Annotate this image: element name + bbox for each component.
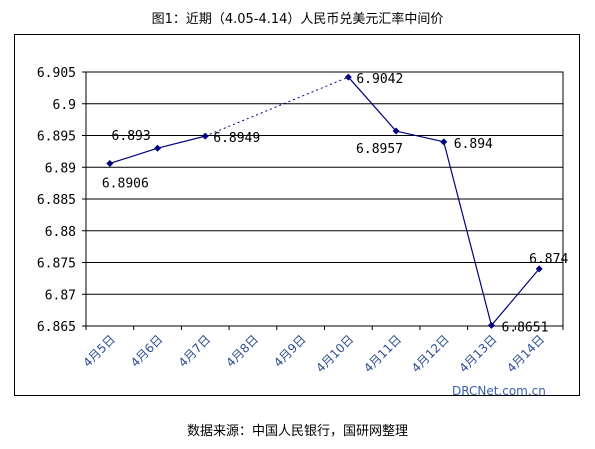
y-tick-label: 6.9 (53, 98, 76, 113)
data-point (392, 127, 400, 135)
data-label: 6.8651 (501, 320, 548, 335)
x-tick-label: 4月7日 (176, 332, 214, 370)
series-segment (347, 76, 397, 132)
x-tick-label: 4月13日 (457, 332, 500, 375)
data-label: 6.8949 (213, 131, 260, 146)
y-tick-label: 6.875 (37, 257, 76, 272)
x-tick-label: 4月11日 (361, 332, 404, 375)
x-tick-label: 4月6日 (128, 332, 166, 370)
y-tick-label: 6.89 (45, 161, 76, 176)
data-point (487, 321, 495, 329)
data-label: 6.874 (529, 252, 568, 267)
data-point (106, 159, 114, 167)
data-point (201, 132, 209, 140)
chart-title: 图1：近期（4.05-4.14）人民币兑美元汇率中间价 (151, 12, 444, 27)
y-tick-label: 6.87 (45, 288, 76, 303)
x-tick-label: 4月10日 (313, 332, 356, 375)
data-point (344, 73, 352, 81)
series-segment (490, 268, 540, 326)
series-segment (157, 135, 206, 149)
data-label: 6.893 (112, 129, 151, 144)
y-tick-label: 6.865 (37, 320, 76, 335)
x-tick-label: 4月8日 (223, 332, 261, 370)
data-point (440, 138, 448, 146)
data-point (535, 265, 543, 273)
data-label: 6.8957 (356, 142, 403, 157)
series-segment (109, 147, 158, 165)
x-tick-label: 4月12日 (409, 332, 452, 375)
watermark: DRCNet.com.cn (452, 384, 546, 398)
source-note: 数据来源：中国人民银行，国研网整理 (186, 424, 408, 439)
series-segment (395, 130, 444, 143)
x-tick-label: 4月9日 (271, 332, 309, 370)
y-tick-label: 6.88 (45, 225, 76, 240)
y-tick-label: 6.895 (37, 130, 76, 145)
data-label: 6.8906 (102, 176, 149, 191)
data-label: 6.894 (454, 137, 493, 152)
x-tick-label: 4月5日 (80, 332, 118, 370)
series-gap-segment (205, 76, 349, 137)
y-tick-label: 6.885 (37, 193, 76, 208)
y-tick-label: 6.905 (37, 66, 76, 81)
chart-frame (14, 34, 580, 396)
x-tick-label: 4月14日 (504, 332, 547, 375)
data-label: 6.9042 (356, 72, 403, 87)
data-point (154, 144, 162, 152)
series-segment (443, 141, 493, 326)
